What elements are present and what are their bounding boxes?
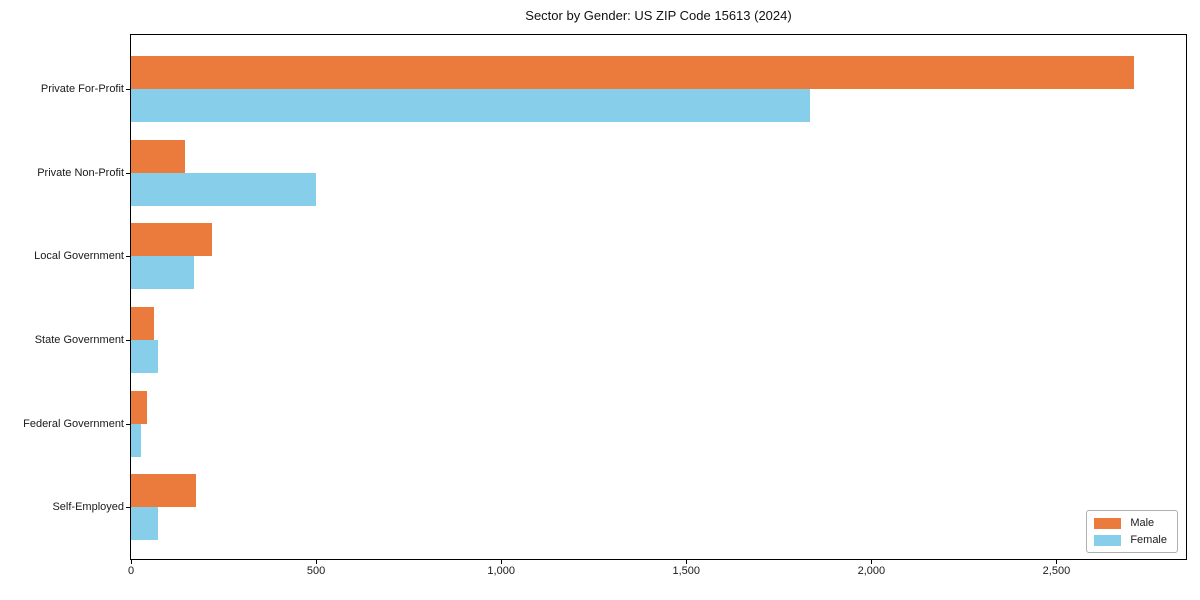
x-tick-mark	[131, 560, 132, 564]
bar-male-4	[131, 390, 147, 424]
bar-male-0	[131, 55, 1134, 89]
legend-swatch-male	[1094, 517, 1122, 529]
bar-female-0	[131, 88, 810, 122]
bar-female-3	[131, 339, 158, 373]
y-tick-mark	[126, 172, 130, 174]
legend: Male Female	[1086, 510, 1178, 553]
chart-title: Sector by Gender: US ZIP Code 15613 (202…	[525, 8, 792, 23]
x-tick-label: 500	[306, 565, 326, 577]
x-tick-label: 0	[127, 565, 135, 577]
y-tick-label: Private Non-Profit	[37, 166, 124, 179]
legend-entry-male: Male	[1094, 517, 1167, 529]
x-tick-mark	[1056, 560, 1058, 564]
bar-male-2	[131, 223, 212, 257]
y-tick-label: State Government	[34, 333, 124, 346]
legend-label: Male	[1130, 517, 1155, 529]
x-tick-label: 2,000	[857, 565, 886, 577]
y-tick-mark	[126, 423, 130, 425]
legend-entry-female: Female	[1094, 534, 1167, 546]
x-tick-mark	[871, 560, 873, 564]
bar-female-5	[131, 507, 158, 541]
x-tick-label: 2,500	[1042, 565, 1071, 577]
legend-label: Female	[1130, 534, 1167, 546]
bar-female-2	[131, 256, 194, 290]
y-tick-label: Private For-Profit	[40, 82, 124, 95]
y-tick-mark	[126, 88, 130, 90]
bar-female-4	[131, 423, 141, 457]
bar-male-1	[131, 139, 185, 173]
y-tick-mark	[126, 507, 130, 509]
x-tick-mark	[686, 560, 688, 564]
x-tick-label: 1,000	[487, 565, 515, 577]
y-tick-mark	[126, 339, 130, 341]
y-tick-label: Local Government	[34, 250, 124, 263]
x-tick-label: 1,500	[672, 565, 701, 577]
x-tick-mark	[316, 560, 318, 564]
y-tick-label: Federal Government	[23, 417, 124, 430]
y-tick-label: Self-Employed	[52, 501, 124, 514]
plot-area	[130, 34, 1187, 560]
x-tick-mark	[501, 560, 503, 564]
bar-male-5	[131, 474, 196, 508]
bar-female-1	[131, 172, 316, 206]
legend-swatch-female	[1094, 534, 1122, 546]
bar-male-3	[131, 306, 154, 340]
y-tick-mark	[126, 256, 130, 258]
